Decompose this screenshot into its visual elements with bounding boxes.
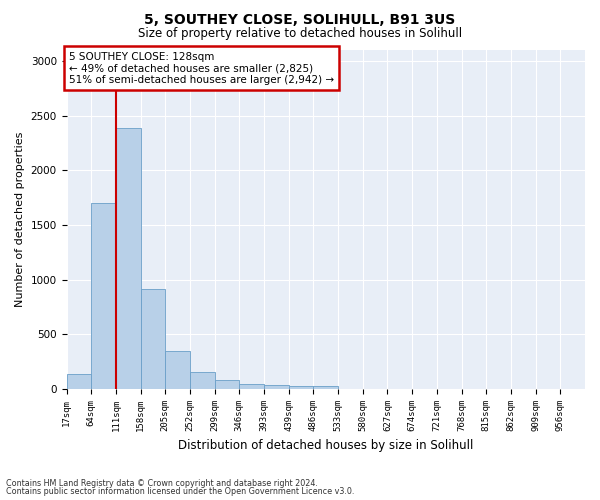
Bar — [165, 351, 190, 389]
Text: Contains HM Land Registry data © Crown copyright and database right 2024.: Contains HM Land Registry data © Crown c… — [6, 478, 318, 488]
Text: 5 SOUTHEY CLOSE: 128sqm
← 49% of detached houses are smaller (2,825)
51% of semi: 5 SOUTHEY CLOSE: 128sqm ← 49% of detache… — [69, 52, 334, 85]
Bar — [91, 203, 116, 389]
X-axis label: Distribution of detached houses by size in Solihull: Distribution of detached houses by size … — [178, 440, 473, 452]
Bar — [239, 384, 264, 389]
Bar — [289, 386, 313, 389]
Bar — [116, 128, 140, 389]
Bar — [264, 386, 289, 389]
Bar — [140, 288, 165, 389]
Bar — [67, 374, 91, 389]
Bar — [313, 386, 338, 389]
Y-axis label: Number of detached properties: Number of detached properties — [15, 132, 25, 308]
Bar — [215, 380, 239, 389]
Text: Size of property relative to detached houses in Solihull: Size of property relative to detached ho… — [138, 28, 462, 40]
Bar — [190, 372, 215, 389]
Text: 5, SOUTHEY CLOSE, SOLIHULL, B91 3US: 5, SOUTHEY CLOSE, SOLIHULL, B91 3US — [145, 12, 455, 26]
Text: Contains public sector information licensed under the Open Government Licence v3: Contains public sector information licen… — [6, 487, 355, 496]
